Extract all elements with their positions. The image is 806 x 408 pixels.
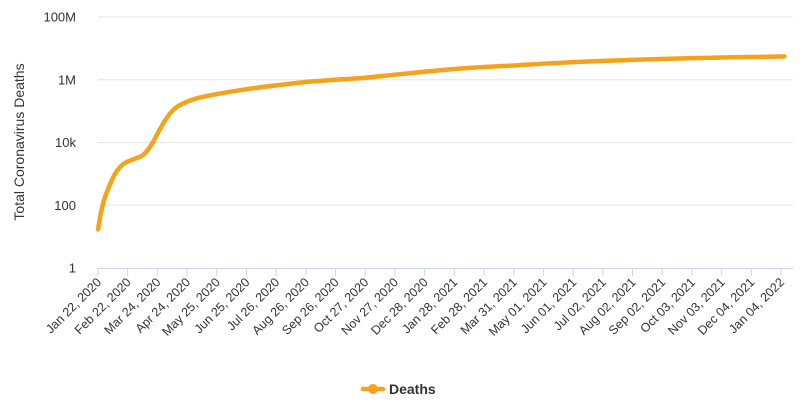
- y-tick-label: 1M: [58, 72, 76, 87]
- y-tick-label: 1: [69, 261, 76, 276]
- deaths-series-line: [95, 54, 787, 232]
- legend-symbol-marker: [368, 384, 378, 394]
- legend[interactable]: Deaths: [360, 381, 436, 397]
- y-tick-label: 100: [54, 198, 76, 213]
- y-axis-label: Total Coronavirus Deaths: [11, 63, 27, 220]
- grid-lines: [98, 16, 793, 206]
- y-tick-label: 10k: [55, 135, 76, 150]
- legend-item-deaths[interactable]: Deaths: [389, 381, 436, 397]
- y-axis-ticks: 1 100 10k 1M 100M: [43, 10, 76, 276]
- y-tick-label: 100M: [43, 10, 76, 25]
